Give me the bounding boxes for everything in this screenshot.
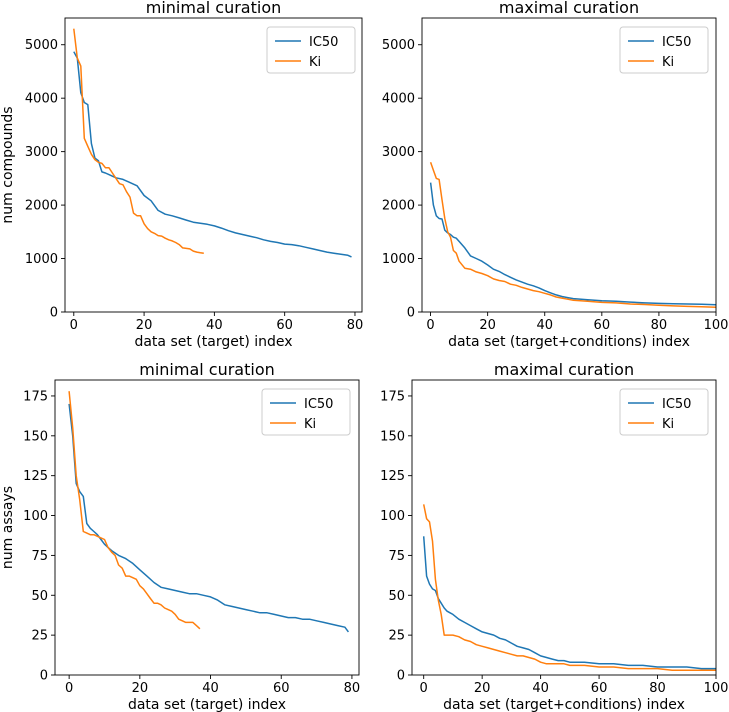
legend: IC50 Ki [619, 26, 709, 74]
x-tick-label: 60 [591, 681, 608, 696]
x-tick-label: 20 [479, 318, 496, 333]
legend: IC50 Ki [266, 26, 356, 74]
y-tick-label: 0 [397, 669, 405, 684]
legend-label-ic50: IC50 [662, 35, 691, 50]
y-tick-label: 50 [31, 589, 48, 604]
x-tick-label: 60 [273, 681, 290, 696]
x-tick-label: 0 [426, 318, 434, 333]
x-tick-label: 60 [594, 318, 611, 333]
chart-panel-2: 0 20 40 60 80 100010002000300040005000maximal… [382, 0, 729, 350]
y-tick-label: 1000 [25, 252, 58, 267]
chart-panel-1: 0 20 40 60 80 0 1000 2000 3000 4000 5000 minimal cu… [0, 0, 363, 350]
x-axis-label: data set (target+conditions) index [448, 334, 690, 350]
y-tick-label: 0 [50, 306, 58, 321]
x-tick-label: 20 [474, 681, 491, 696]
y-tick-label: 25 [388, 629, 405, 644]
x-tick-label: 40 [206, 318, 223, 333]
y-tick-label: 2000 [25, 199, 58, 214]
y-tick-label: 50 [388, 589, 405, 604]
x-tick-label: 100 [704, 318, 729, 333]
series-line-ki [422, 504, 716, 671]
y-tick-label: 125 [23, 469, 48, 484]
x-axis-label: data set (target) index [128, 697, 286, 712]
series-line-ki [68, 391, 201, 630]
x-axis-label: data set (target) index [134, 334, 292, 350]
axes-frame [64, 17, 363, 313]
y-tick-label: 1000 [382, 252, 415, 267]
y-tick-label: 125 [380, 469, 405, 484]
series-line-ic50 [68, 403, 350, 633]
legend-label-ic50: IC50 [662, 397, 691, 412]
axes-frame [54, 379, 360, 676]
x-tick-label: 60 [276, 318, 293, 333]
y-tick-label: 3000 [25, 145, 58, 160]
y-tick-label: 100 [380, 509, 405, 524]
y-tick-label: 5000 [25, 38, 58, 53]
x-tick-label: 80 [649, 681, 666, 696]
chart-title: minimal curation [139, 360, 275, 379]
y-tick-label: 100 [23, 509, 48, 524]
x-tick-label: 0 [65, 681, 73, 696]
y-axis-label: num compounds [0, 106, 16, 223]
axes-frame [411, 379, 717, 676]
chart-title: maximal curation [499, 0, 639, 17]
y-tick-label: 0 [40, 669, 48, 684]
legend-label-ic50: IC50 [309, 35, 338, 50]
series-line-ic50 [422, 536, 716, 670]
legend-label-ic50: IC50 [304, 397, 333, 412]
legend-label-ki: Ki [662, 55, 674, 70]
y-tick-label: 75 [31, 549, 48, 564]
x-tick-label: 20 [132, 681, 149, 696]
legend: IC50 Ki [261, 388, 351, 436]
x-tick-label: 80 [651, 318, 668, 333]
series-line-ki [73, 28, 204, 254]
y-tick-label: 175 [380, 389, 405, 404]
y-tick-label: 4000 [25, 92, 58, 107]
x-tick-label: 40 [536, 318, 553, 333]
chart-title: maximal curation [494, 360, 634, 379]
x-tick-label: 100 [704, 681, 729, 696]
y-tick-label: 175 [23, 389, 48, 404]
y-tick-label: 25 [31, 629, 48, 644]
legend: IC50 Ki [619, 388, 709, 436]
x-tick-label: 80 [344, 681, 361, 696]
x-tick-label: 0 [70, 318, 78, 333]
chart-panel-4: 0 20 40 60 80 100 0 25 50 75 100 125 150 175 maximal c… [380, 360, 728, 712]
legend-label-ki: Ki [662, 417, 674, 432]
series-line-ic50 [429, 182, 716, 306]
y-axis-label: num assays [0, 486, 16, 569]
legend-label-ki: Ki [304, 417, 316, 432]
y-tick-label: 3000 [382, 145, 415, 160]
y-tick-label: 75 [388, 549, 405, 564]
x-tick-label: 20 [136, 318, 153, 333]
x-tick-label: 0 [420, 681, 428, 696]
y-tick-label: 4000 [382, 92, 415, 107]
x-tick-label: 40 [202, 681, 219, 696]
x-axis-label: data set (target+conditions) index [443, 697, 685, 712]
chart-title: minimal curation [146, 0, 282, 17]
legend-label-ki: Ki [309, 55, 321, 70]
series-line-ic50 [73, 51, 352, 258]
axes-frame [421, 17, 717, 313]
series-line-ki [429, 162, 716, 308]
x-tick-label: 80 [347, 318, 364, 333]
y-tick-label: 5000 [382, 38, 415, 53]
y-tick-label: 0 [407, 306, 415, 321]
y-tick-label: 150 [23, 429, 48, 444]
y-tick-label: 150 [380, 429, 405, 444]
y-tick-label: 2000 [382, 199, 415, 214]
x-tick-label: 40 [532, 681, 549, 696]
chart-panel-3: 0 20 40 60 80 0 25 50 75 100 125 150 175 minimal cura… [0, 360, 360, 712]
